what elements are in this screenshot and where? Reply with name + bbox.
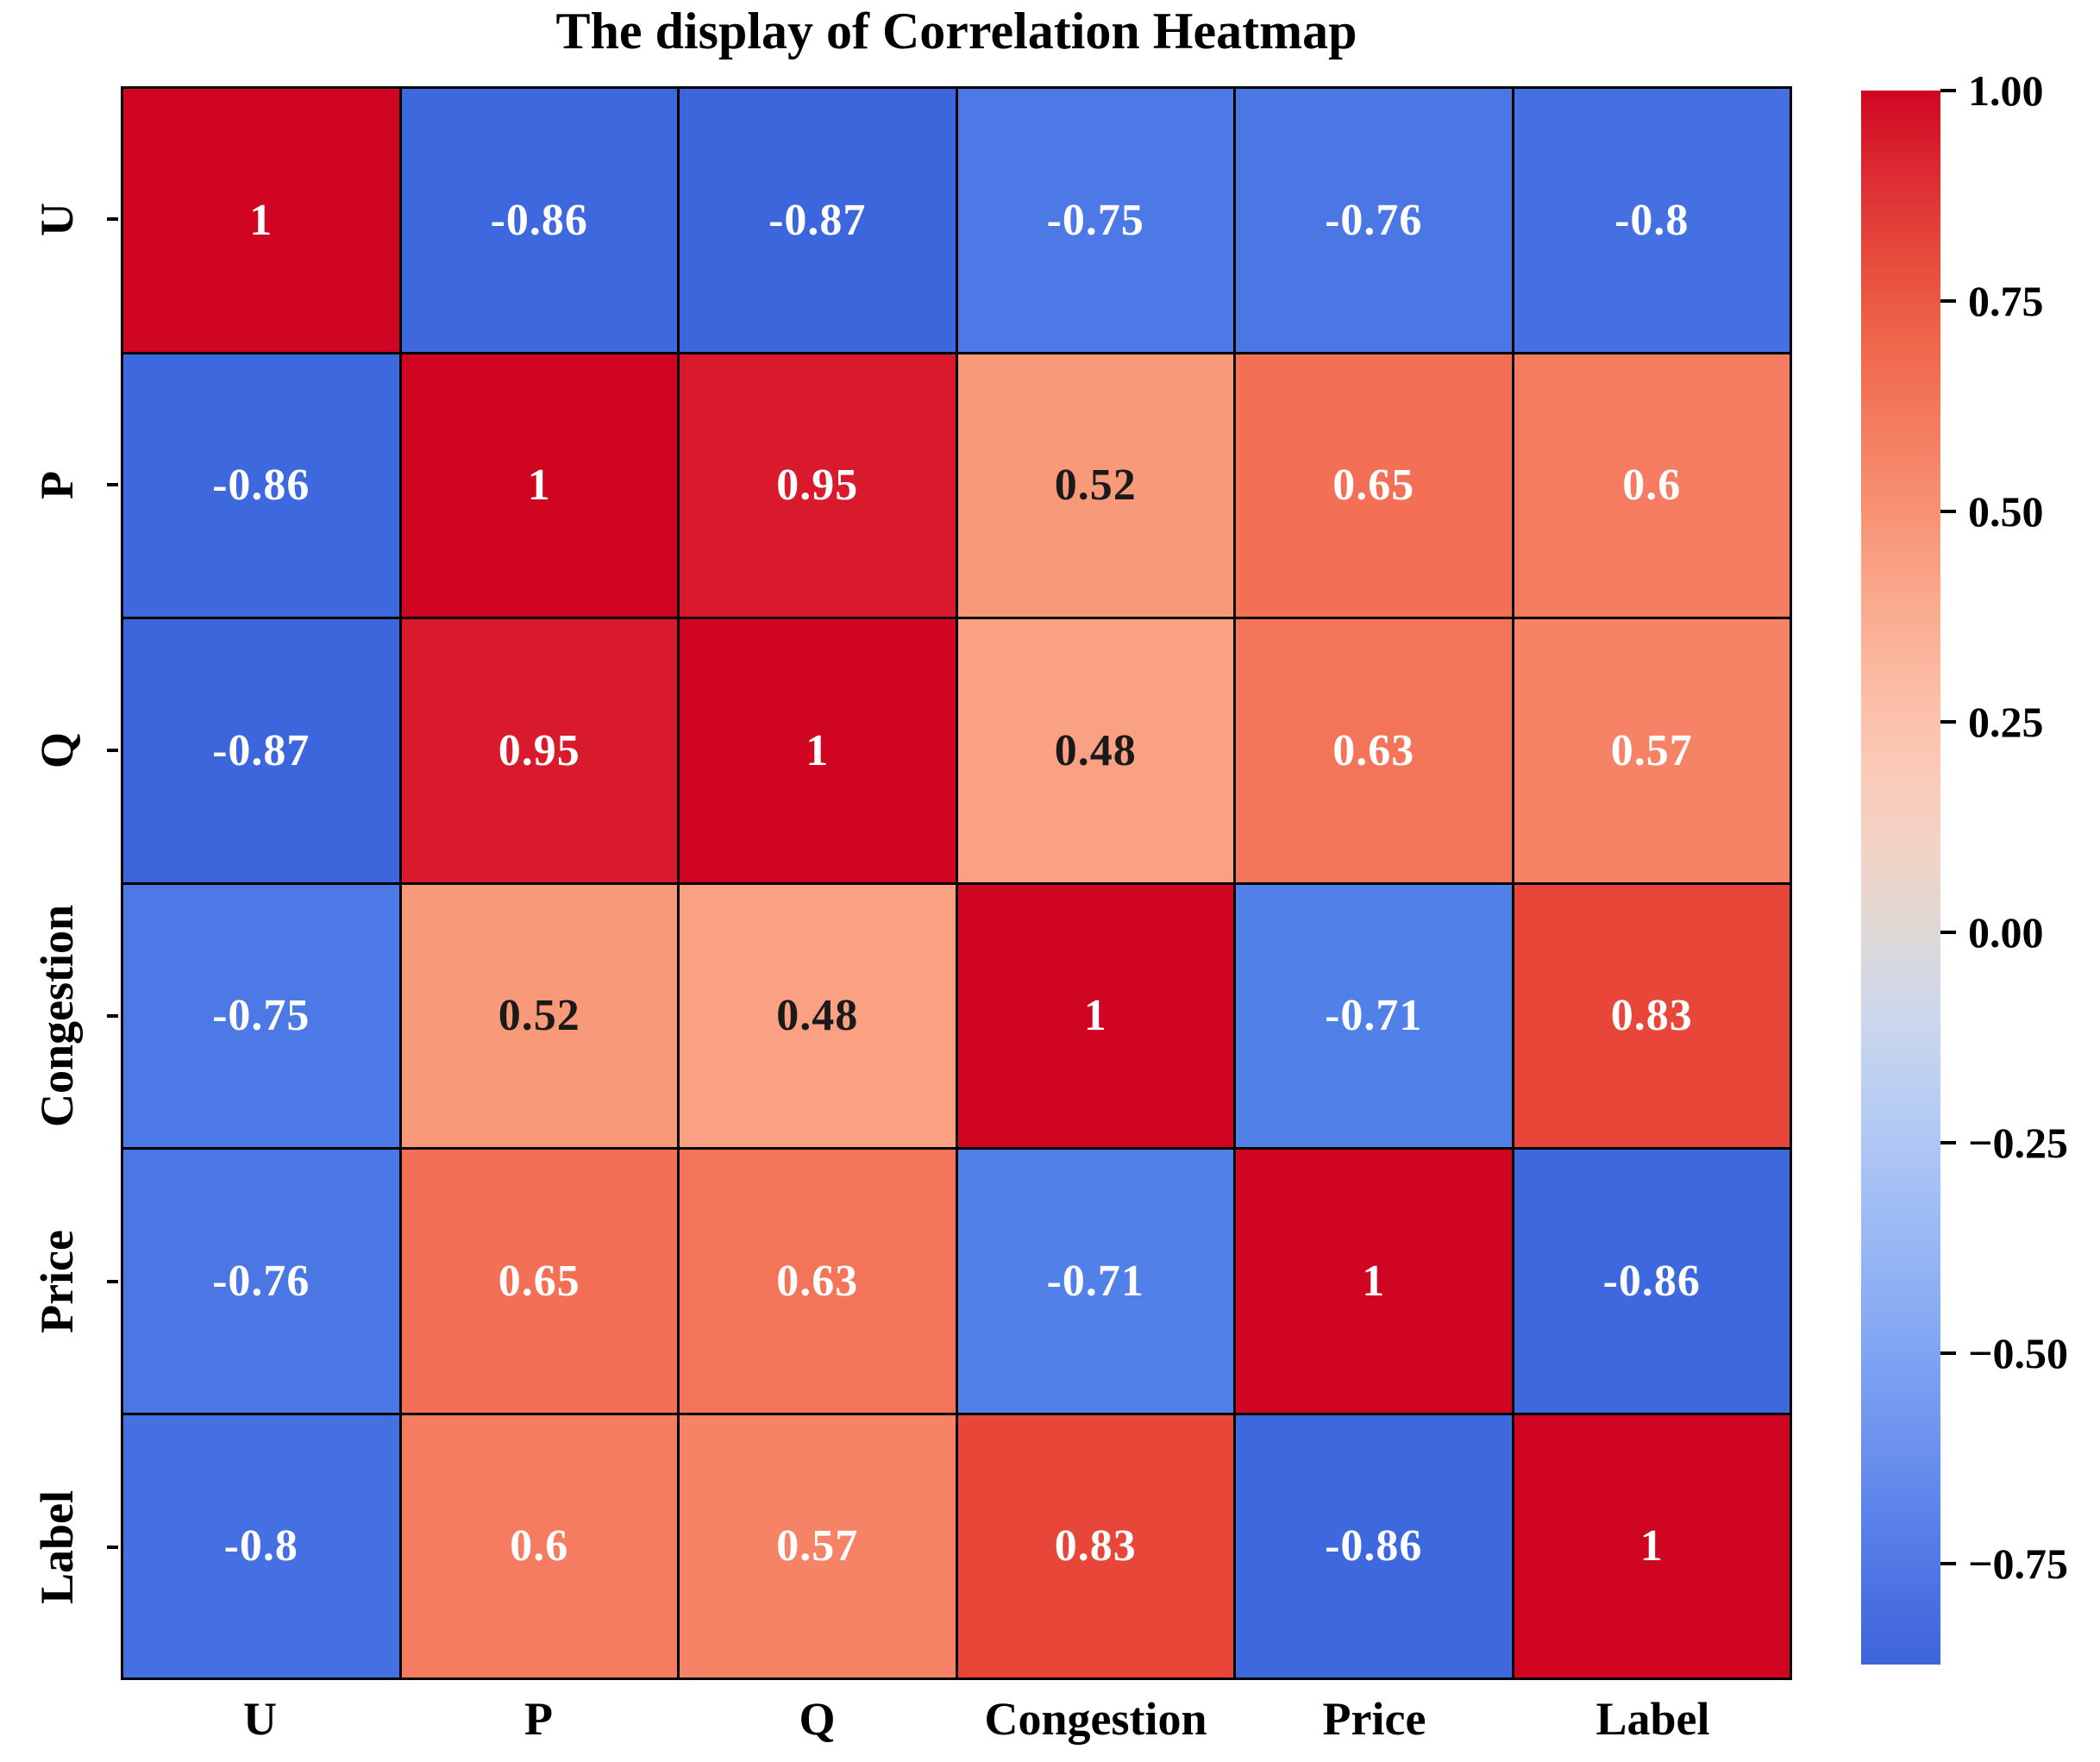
colorbar-tick <box>1940 509 1956 513</box>
heatmap-cell: 0.48 <box>680 884 956 1147</box>
heatmap-cell: 1 <box>123 89 399 352</box>
heatmap-cell: 0.48 <box>957 619 1233 882</box>
y-axis-label: Label <box>16 1414 97 1680</box>
y-axis-tick <box>107 483 118 486</box>
heatmap-cell: -0.87 <box>123 619 399 882</box>
heatmap-cell: -0.87 <box>680 89 956 352</box>
heatmap-cell: -0.76 <box>1236 89 1512 352</box>
heatmap-cell: 0.95 <box>680 354 956 617</box>
heatmap-cell: 0.52 <box>957 354 1233 617</box>
y-axis-label-text: Price <box>30 1230 83 1333</box>
y-axis-tick <box>107 217 118 221</box>
x-axis-label: U <box>243 1693 277 1745</box>
y-axis-label-text: Q <box>30 731 83 768</box>
y-axis-label: P <box>16 352 97 618</box>
y-axis-tick <box>107 749 118 752</box>
heatmap-cell: 1 <box>401 354 677 617</box>
x-axis-label: Price <box>1322 1693 1426 1745</box>
y-axis-tick <box>107 1280 118 1283</box>
heatmap-grid: 1 -0.86 -0.87 -0.75 -0.76 -0.8 -0.86 1 0.95 0.52 0… <box>121 86 1792 1680</box>
heatmap-cell: -0.8 <box>1514 89 1790 352</box>
heatmap-cell: 0.65 <box>1236 354 1512 617</box>
chart-title: The display of Correlation Heatmap <box>555 3 1357 60</box>
heatmap-cell: -0.86 <box>1236 1414 1512 1677</box>
heatmap-cell: -0.71 <box>1236 884 1512 1147</box>
heatmap-cell: 1 <box>957 884 1233 1147</box>
heatmap-cell: 1 <box>1514 1414 1790 1677</box>
heatmap-cell: -0.75 <box>957 89 1233 352</box>
heatmap-cell: -0.86 <box>123 354 399 617</box>
heatmap-cell: -0.8 <box>123 1414 399 1677</box>
heatmap-cell: 0.57 <box>680 1414 956 1677</box>
heatmap-cell: 1 <box>1236 1150 1512 1413</box>
colorbar-tick <box>1940 89 1956 92</box>
x-axis-label: Label <box>1595 1693 1710 1745</box>
y-axis-tick <box>107 1546 118 1549</box>
heatmap-cell: 0.63 <box>1236 619 1512 882</box>
y-axis-label: Congestion <box>16 883 97 1149</box>
colorbar-tick <box>1940 1351 1956 1355</box>
y-axis-label-text: Label <box>30 1489 83 1605</box>
y-axis-label: U <box>16 86 97 352</box>
colorbar-tick <box>1940 719 1956 724</box>
heatmap-cell: -0.86 <box>1514 1150 1790 1413</box>
x-axis-label: P <box>524 1693 553 1745</box>
colorbar-tick <box>1940 1140 1956 1144</box>
y-axis-label-text: U <box>30 202 83 236</box>
heatmap-cell: 0.65 <box>401 1150 677 1413</box>
y-axis-label: Price <box>16 1149 97 1414</box>
heatmap-cell: 0.52 <box>401 884 677 1147</box>
heatmap-cell: 0.95 <box>401 619 677 882</box>
heatmap-cell: 1 <box>680 619 956 882</box>
colorbar-tick <box>1940 1561 1956 1565</box>
y-axis-label-text: Congestion <box>30 904 83 1128</box>
heatmap-cell: 0.6 <box>1514 354 1790 617</box>
heatmap-cell: 0.83 <box>957 1414 1233 1677</box>
heatmap-cell: 0.63 <box>680 1150 956 1413</box>
y-axis-label: Q <box>16 618 97 883</box>
colorbar <box>1861 91 1940 1665</box>
heatmap-cell: 0.57 <box>1514 619 1790 882</box>
colorbar-tick <box>1940 930 1956 934</box>
heatmap-cell: -0.76 <box>123 1150 399 1413</box>
heatmap-cell: 0.83 <box>1514 884 1790 1147</box>
heatmap-cell: -0.75 <box>123 884 399 1147</box>
heatmap-cell: -0.86 <box>401 89 677 352</box>
x-axis-label: Congestion <box>984 1693 1207 1745</box>
heatmap-cell: 0.6 <box>401 1414 677 1677</box>
y-axis-tick <box>107 1014 118 1018</box>
heatmap-cell: -0.71 <box>957 1150 1233 1413</box>
y-axis-label-text: P <box>30 470 83 499</box>
x-axis-label: Q <box>799 1693 836 1745</box>
colorbar-tick <box>1940 298 1956 303</box>
